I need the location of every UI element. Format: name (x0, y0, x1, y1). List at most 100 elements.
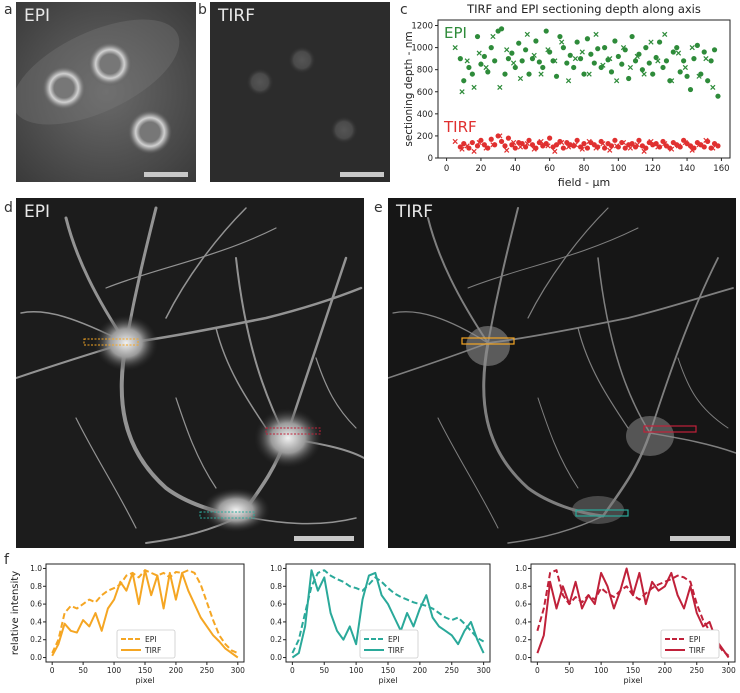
scatter-point (526, 137, 532, 143)
scatter-point (653, 54, 659, 61)
scatter-point (523, 47, 529, 53)
legend-label: EPI (689, 635, 700, 644)
scatter-point-cross (607, 56, 613, 62)
scatter-point (488, 136, 494, 142)
scale-bar (144, 172, 188, 177)
x-tick-label: 80 (579, 164, 590, 174)
scatter-point (715, 143, 721, 149)
scatter-point-cross (662, 31, 668, 37)
scatter-point (485, 145, 491, 151)
scatter-point-cross (634, 53, 640, 60)
y-tick-label: 1.0 (515, 564, 527, 573)
scatter-point (650, 71, 656, 77)
legend-label: TIRF (387, 646, 404, 655)
y-tick-label: 0.2 (515, 635, 527, 644)
x-tick-label: 60 (544, 164, 555, 174)
y-tick-label: 800 (417, 66, 433, 76)
y-tick-label: 1200 (411, 22, 433, 32)
scatter-point-cross (579, 49, 585, 55)
scatter-point-cross (459, 146, 465, 152)
scatter-point-cross (497, 133, 503, 139)
x-tick-label: 150 (626, 666, 641, 675)
x-tick-label: 50 (78, 666, 88, 675)
x-tick-label: 0 (444, 164, 449, 174)
scatter-point (660, 64, 666, 71)
x-tick-label: 200 (169, 666, 184, 675)
sectioning-depth-scatter-chart: TIRF and EPI sectioning depth along axis… (403, 2, 731, 189)
scatter-point (687, 86, 694, 93)
scatter-point-cross (662, 141, 668, 147)
scatter-point-cross (682, 139, 688, 146)
epi-annotation: EPI (444, 24, 467, 42)
scatter-point (667, 78, 673, 84)
scatter-point (708, 145, 714, 151)
scatter-point-cross (497, 84, 503, 90)
y-tick-label: 0.2 (30, 635, 42, 644)
scatter-point (705, 78, 711, 84)
scatter-point-cross (545, 143, 551, 149)
x-tick-label: 120 (645, 164, 661, 174)
scatter-point (646, 60, 652, 66)
panel-letter-e: e (374, 200, 383, 216)
scatter-point (653, 141, 659, 147)
scale-bar (294, 536, 354, 541)
scatter-point-cross (593, 145, 599, 151)
scatter-point (560, 45, 566, 51)
scatter-point-cross (641, 71, 647, 77)
scatter-point-cross (600, 141, 606, 147)
scatter-point (588, 51, 594, 57)
scatter-point-cross (464, 58, 470, 64)
scatter-point (615, 53, 621, 60)
y-tick-label: 200 (417, 132, 433, 142)
scatter-point-cross (552, 58, 558, 64)
y-tick-label: 0.0 (270, 653, 282, 662)
legend-label: TIRF (144, 646, 161, 655)
scatter-point (523, 144, 529, 150)
scatter-point-cross (710, 84, 716, 90)
scatter-point-cross (572, 142, 579, 148)
scatter-point (512, 145, 518, 151)
y-tick-label: 1.0 (30, 564, 42, 573)
y-tick-label: 600 (417, 88, 433, 98)
scatter-point-cross (552, 148, 558, 155)
y-tick-label: 0.6 (270, 600, 282, 609)
scatter-point-cross (620, 139, 627, 146)
scatter-point-cross (689, 44, 695, 51)
x-tick-label: 50 (564, 666, 574, 675)
legend-label: EPI (388, 635, 399, 644)
scatter-point (629, 33, 635, 40)
scatter-point-cross (675, 143, 682, 149)
scatter-point (622, 145, 628, 151)
scatter-point-cross (524, 31, 530, 37)
scatter-point (581, 141, 587, 147)
panel-letter-c: c (400, 2, 408, 18)
tirf-annotation: TIRF (443, 118, 477, 136)
chart-title: TIRF and EPI sectioning depth along axis (466, 2, 701, 16)
scatter-point-cross (471, 84, 477, 90)
scatter-point (536, 59, 542, 65)
scatter-point-cross (614, 78, 620, 84)
scatter-point (591, 60, 597, 66)
scatter-point-cross (471, 148, 477, 155)
x-tick-label: 250 (690, 666, 705, 675)
scatter-point (581, 71, 587, 77)
scatter-point (674, 45, 680, 51)
panel-letter-d: d (4, 200, 13, 216)
scatter-point (656, 39, 663, 45)
x-tick-label: 160 (713, 164, 729, 174)
scatter-point (608, 143, 615, 149)
scatter-point (574, 39, 580, 45)
scatter-point-cross (510, 139, 517, 146)
scatter-point (474, 143, 481, 149)
scatter-point-cross (668, 78, 675, 84)
y-tick-label: 1000 (411, 44, 433, 54)
y-tick-label: 0.0 (515, 653, 527, 662)
x-tick-label: 100 (594, 666, 609, 675)
x-tick-label: 300 (231, 666, 246, 675)
scatter-point-cross (627, 64, 634, 71)
scatter-point-cross (517, 144, 524, 150)
series-line-epi (291, 569, 485, 654)
scatter-point-cross (490, 33, 496, 40)
scatter-point (481, 142, 487, 148)
scatter-point-cross (675, 50, 682, 56)
